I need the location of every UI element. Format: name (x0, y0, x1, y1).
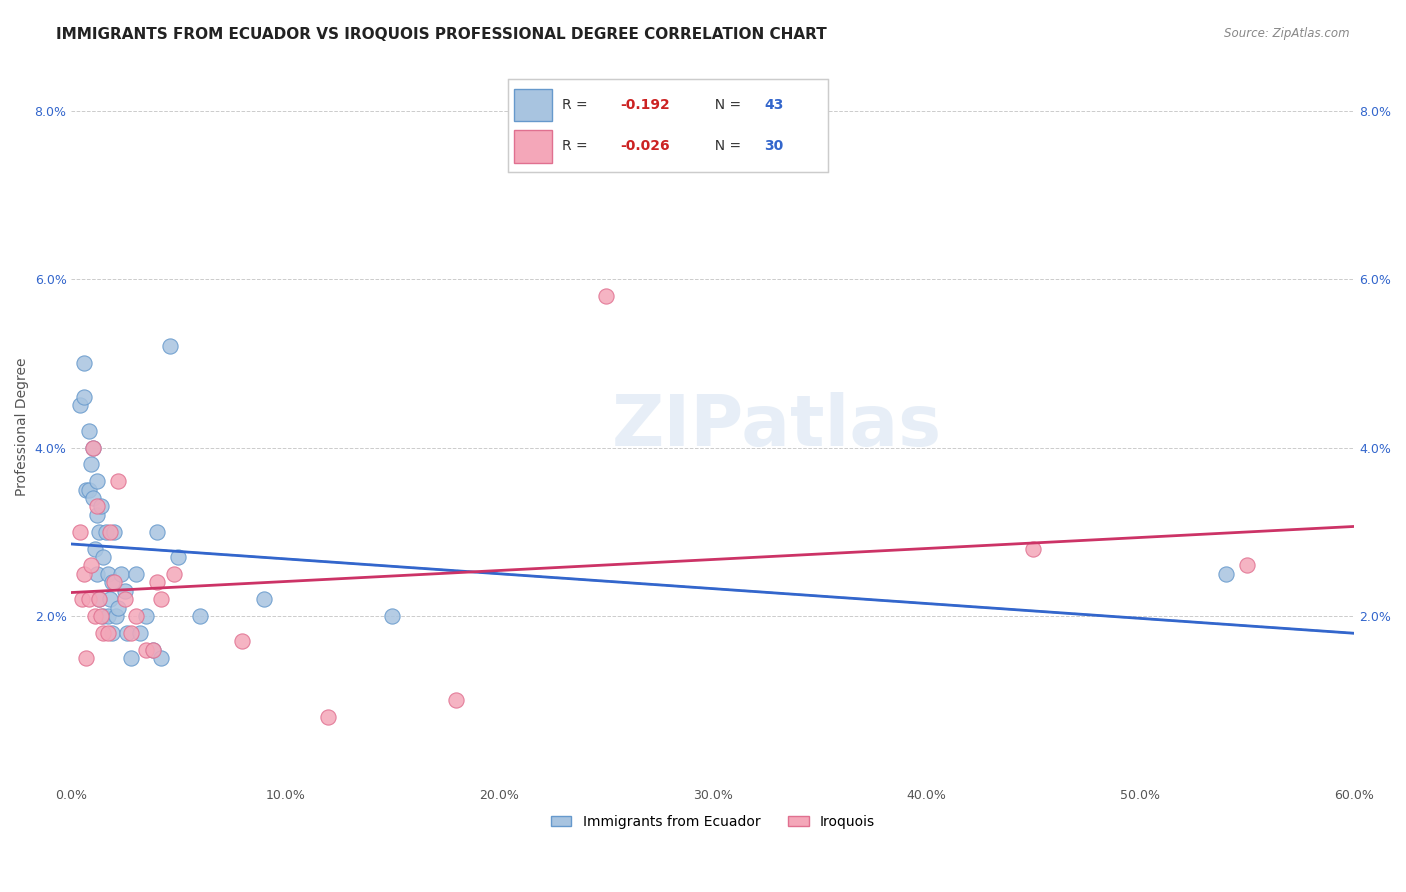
Iroquois (114, 592, 136, 607)
Immigrants from Ecuador (86, 566, 108, 581)
Immigrants from Ecuador (1215, 566, 1237, 581)
Iroquois (163, 566, 186, 581)
Iroquois (77, 592, 100, 607)
Immigrants from Ecuador (86, 474, 108, 488)
Iroquois (124, 609, 146, 624)
Iroquois (84, 609, 107, 624)
Iroquois (89, 592, 111, 607)
Iroquois (150, 592, 173, 607)
Y-axis label: Professional Degree: Professional Degree (15, 357, 30, 496)
Immigrants from Ecuador (73, 356, 96, 370)
Iroquois (1236, 558, 1258, 573)
Immigrants from Ecuador (94, 524, 117, 539)
Iroquois (316, 710, 339, 724)
Immigrants from Ecuador (82, 491, 104, 505)
Iroquois (70, 592, 93, 607)
Text: Source: ZipAtlas.com: Source: ZipAtlas.com (1225, 27, 1350, 40)
Immigrants from Ecuador (89, 524, 111, 539)
Iroquois (444, 693, 467, 707)
Immigrants from Ecuador (84, 541, 107, 556)
Immigrants from Ecuador (381, 609, 404, 624)
Iroquois (107, 474, 129, 488)
Iroquois (69, 524, 91, 539)
Immigrants from Ecuador (86, 508, 108, 522)
Immigrants from Ecuador (159, 339, 181, 353)
Iroquois (146, 575, 169, 590)
Immigrants from Ecuador (142, 642, 165, 657)
Iroquois (82, 441, 104, 455)
Iroquois (103, 575, 125, 590)
Iroquois (86, 500, 108, 514)
Legend: Immigrants from Ecuador, Iroquois: Immigrants from Ecuador, Iroquois (546, 810, 880, 835)
Text: IMMIGRANTS FROM ECUADOR VS IROQUOIS PROFESSIONAL DEGREE CORRELATION CHART: IMMIGRANTS FROM ECUADOR VS IROQUOIS PROF… (56, 27, 827, 42)
Immigrants from Ecuador (93, 609, 115, 624)
Iroquois (142, 642, 165, 657)
Immigrants from Ecuador (105, 609, 128, 624)
Immigrants from Ecuador (167, 549, 190, 564)
Iroquois (75, 651, 97, 665)
Immigrants from Ecuador (97, 609, 120, 624)
Iroquois (73, 566, 96, 581)
Immigrants from Ecuador (69, 398, 91, 412)
Iroquois (97, 625, 120, 640)
Immigrants from Ecuador (146, 524, 169, 539)
Immigrants from Ecuador (115, 625, 138, 640)
Immigrants from Ecuador (253, 592, 276, 607)
Immigrants from Ecuador (128, 625, 150, 640)
Immigrants from Ecuador (150, 651, 173, 665)
Immigrants from Ecuador (97, 566, 120, 581)
Immigrants from Ecuador (120, 651, 142, 665)
Iroquois (120, 625, 142, 640)
Immigrants from Ecuador (75, 483, 97, 497)
Immigrants from Ecuador (79, 458, 101, 472)
Immigrants from Ecuador (77, 424, 100, 438)
Immigrants from Ecuador (93, 549, 115, 564)
Iroquois (98, 524, 121, 539)
Immigrants from Ecuador (73, 390, 96, 404)
Immigrants from Ecuador (90, 500, 112, 514)
Iroquois (595, 289, 617, 303)
Iroquois (90, 609, 112, 624)
Immigrants from Ecuador (89, 592, 111, 607)
Immigrants from Ecuador (98, 592, 121, 607)
Immigrants from Ecuador (103, 524, 125, 539)
Immigrants from Ecuador (135, 609, 157, 624)
Iroquois (79, 558, 101, 573)
Iroquois (135, 642, 157, 657)
Immigrants from Ecuador (114, 583, 136, 598)
Immigrants from Ecuador (101, 625, 124, 640)
Text: ZIPatlas: ZIPatlas (612, 392, 942, 461)
Immigrants from Ecuador (110, 566, 132, 581)
Iroquois (93, 625, 115, 640)
Immigrants from Ecuador (77, 483, 100, 497)
Iroquois (1022, 541, 1045, 556)
Immigrants from Ecuador (101, 575, 124, 590)
Iroquois (231, 634, 253, 648)
Immigrants from Ecuador (82, 441, 104, 455)
Immigrants from Ecuador (124, 566, 146, 581)
Immigrants from Ecuador (107, 600, 129, 615)
Immigrants from Ecuador (188, 609, 211, 624)
